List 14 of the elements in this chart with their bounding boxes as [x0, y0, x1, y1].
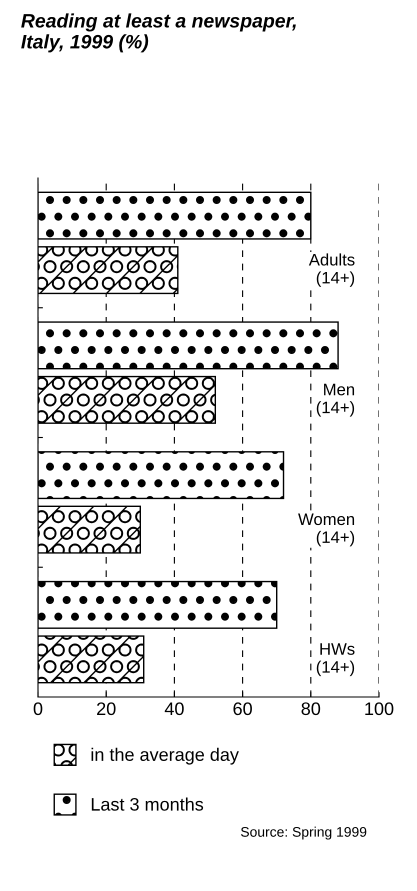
x-tick-label: 80: [302, 702, 320, 716]
x-tick-label: 100: [365, 702, 394, 716]
chart-title: Reading at least a newspaper, Italy, 1999 (%): [21, 13, 296, 52]
x-tick-label: 20: [97, 702, 116, 716]
y-tick-label: Men (14+): [316, 384, 354, 417]
y-tick-label: Adults (14+): [308, 253, 355, 287]
x-tick-label: 0: [34, 702, 42, 716]
x-tick-label: 40: [164, 702, 184, 716]
legend-label: in the average day: [92, 748, 239, 765]
legend-label: Last 3 months: [92, 797, 204, 811]
x-tick-label: 60: [233, 702, 252, 716]
y-tick-label: HWs (14+): [316, 643, 355, 676]
y-tick-label: Women (14+): [298, 513, 354, 546]
source-note: Source: Spring 1999: [240, 826, 366, 840]
